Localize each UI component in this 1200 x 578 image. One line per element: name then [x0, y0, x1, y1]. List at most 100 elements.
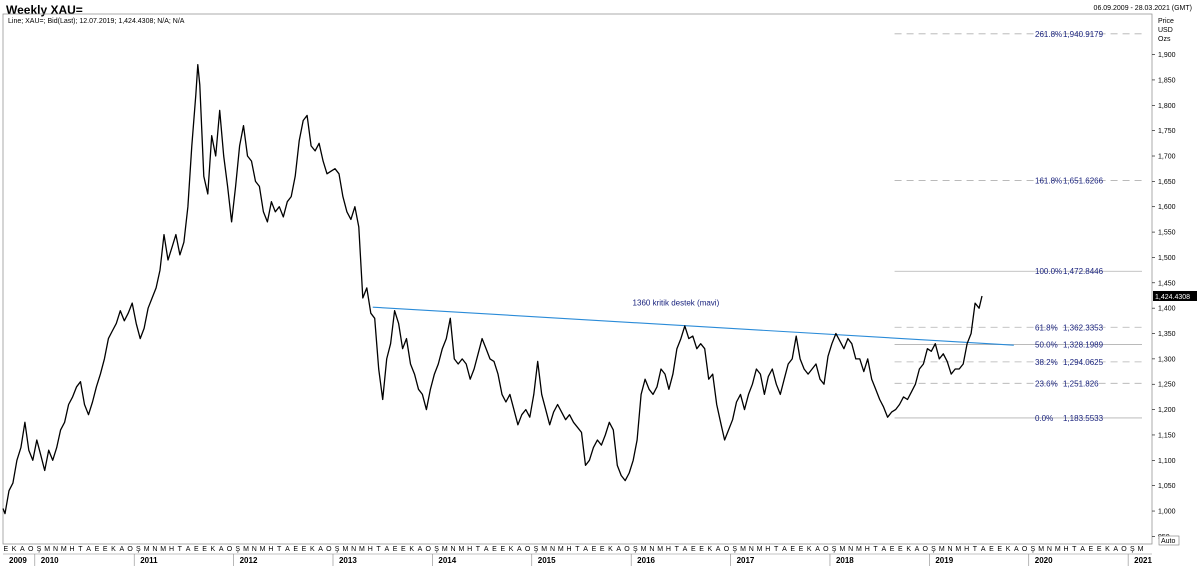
- y-tick-label: 1,250: [1158, 382, 1176, 389]
- y-tick-label: 1,400: [1158, 306, 1176, 313]
- x-month-label: A: [384, 546, 389, 553]
- x-month-label: T: [277, 546, 282, 553]
- x-month-label: M: [342, 546, 348, 553]
- x-month-label: A: [219, 546, 224, 553]
- x-month-label: K: [409, 546, 414, 553]
- x-month-label: K: [211, 546, 216, 553]
- fib-level-percent: 161.8%: [1035, 177, 1062, 186]
- x-month-label: Ş: [1130, 546, 1135, 553]
- x-month-label: O: [624, 546, 630, 553]
- plot-border: [2, 13, 1153, 545]
- x-month-label: M: [458, 546, 464, 553]
- x-month-label: O: [922, 546, 928, 553]
- x-month-label: M: [1038, 546, 1044, 553]
- x-month-label: E: [492, 546, 497, 553]
- fib-level-value: 1,328.1989: [1063, 341, 1104, 350]
- x-month-label: A: [915, 546, 920, 553]
- trendline-group: [372, 306, 1014, 346]
- y-tick-label: 1,150: [1158, 432, 1176, 439]
- x-month-label: E: [202, 546, 207, 553]
- x-month-label: A: [1113, 546, 1118, 553]
- x-month-label: A: [86, 546, 91, 553]
- x-month-label: M: [1055, 546, 1061, 553]
- x-month-label: M: [243, 546, 249, 553]
- x-month-label: A: [484, 546, 489, 553]
- support-trendline: [372, 306, 1014, 346]
- x-month-label: H: [368, 546, 373, 553]
- x-year-label: 2013: [339, 556, 357, 565]
- annotations: 1360 kritik destek (mavi): [633, 299, 720, 308]
- x-month-label: T: [1072, 546, 1077, 553]
- x-month-label: E: [989, 546, 994, 553]
- x-year-label: 2009: [9, 556, 27, 565]
- x-month-label: K: [608, 546, 613, 553]
- x-month-label: K: [708, 546, 713, 553]
- y-tick-label: 1,450: [1158, 280, 1176, 287]
- x-month-label: K: [111, 546, 116, 553]
- x-month-label: A: [318, 546, 323, 553]
- x-month-label: E: [95, 546, 100, 553]
- fib-level-percent: 50.0%: [1035, 341, 1058, 350]
- y-tick-label: 1,550: [1158, 230, 1176, 237]
- x-month-label: O: [1022, 546, 1028, 553]
- x-month-label: O: [326, 546, 332, 553]
- x-month-label: A: [119, 546, 124, 553]
- x-month-label: H: [567, 546, 572, 553]
- fib-level-percent: 100.0%: [1035, 267, 1062, 276]
- x-month-label: M: [160, 546, 166, 553]
- x-month-label: T: [78, 546, 83, 553]
- y-tick-label: 1,600: [1158, 204, 1176, 211]
- fib-level-value: 1,294.0625: [1063, 358, 1104, 367]
- fib-level-percent: 38.2%: [1035, 358, 1058, 367]
- y-tick-label: 1,900: [1158, 52, 1176, 59]
- x-month-label: Ş: [434, 546, 439, 553]
- auto-scale-button[interactable]: [1158, 535, 1180, 546]
- y-tick-label: 1,000: [1158, 509, 1176, 516]
- x-month-label: E: [600, 546, 605, 553]
- x-month-label: T: [178, 546, 183, 553]
- x-month-label: N: [152, 546, 157, 553]
- x-month-label: Ş: [37, 546, 42, 553]
- x-month-label: N: [848, 546, 853, 553]
- x-month-label: E: [592, 546, 597, 553]
- y-tick-label: 1,650: [1158, 179, 1176, 186]
- x-month-label: M: [641, 546, 647, 553]
- x-month-label: N: [948, 546, 953, 553]
- x-month-label: H: [765, 546, 770, 553]
- x-month-label: Ş: [534, 546, 539, 553]
- x-month-label: E: [500, 546, 505, 553]
- x-month-label: E: [393, 546, 398, 553]
- x-month-label: H: [964, 546, 969, 553]
- x-month-label: E: [699, 546, 704, 553]
- x-month-label: M: [260, 546, 266, 553]
- x-month-label: Ş: [136, 546, 141, 553]
- x-month-label: A: [981, 546, 986, 553]
- x-year-label: 2014: [438, 556, 456, 565]
- x-month-label: E: [1097, 546, 1102, 553]
- x-month-label: A: [186, 546, 191, 553]
- x-month-label: M: [657, 546, 663, 553]
- auto-scale-label: Auto: [1161, 538, 1176, 545]
- x-month-label: M: [61, 546, 67, 553]
- y-tick-label: 1,300: [1158, 356, 1176, 363]
- x-month-label: O: [127, 546, 133, 553]
- x-month-label: E: [293, 546, 298, 553]
- x-month-label: N: [451, 546, 456, 553]
- y-unit-label: Price: [1158, 18, 1174, 25]
- x-month-label: E: [890, 546, 895, 553]
- fib-level-value: 1,183.5533: [1063, 414, 1104, 423]
- x-month-label: A: [683, 546, 688, 553]
- x-month-label: E: [3, 546, 8, 553]
- x-month-label: N: [1047, 546, 1052, 553]
- x-month-label: T: [575, 546, 580, 553]
- x-month-label: T: [774, 546, 779, 553]
- y-tick-label: 1,100: [1158, 458, 1176, 465]
- date-range: 06.09.2009 - 28.03.2021 (GMT): [1093, 5, 1192, 12]
- x-month-label: A: [881, 546, 886, 553]
- x-month-label: N: [53, 546, 58, 553]
- x-month-label: A: [616, 546, 621, 553]
- y-tick-label: 1,050: [1158, 483, 1176, 490]
